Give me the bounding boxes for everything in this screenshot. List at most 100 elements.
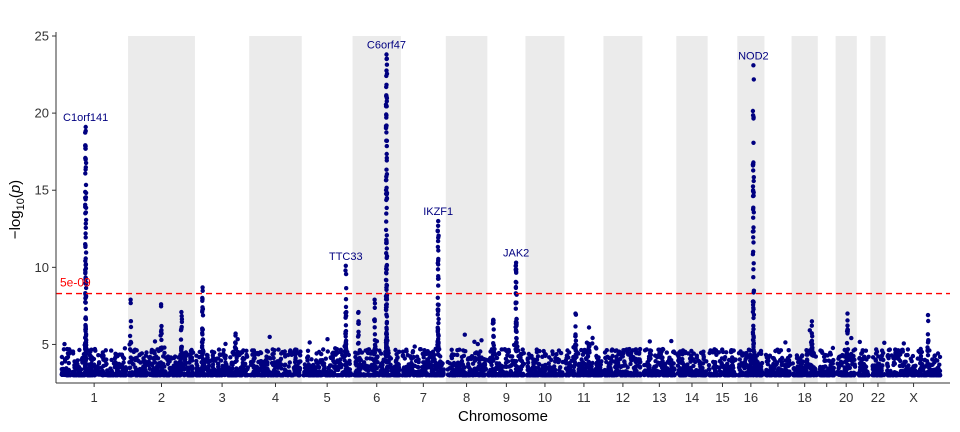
snp-point (826, 369, 832, 374)
snp-point (604, 348, 609, 353)
snp-point (461, 348, 466, 353)
snp-point (286, 364, 291, 369)
snp-point (137, 352, 142, 358)
snp-point (248, 372, 253, 378)
snp-point (82, 366, 88, 371)
snp-point (233, 341, 238, 346)
snp-point (473, 355, 478, 361)
snp-point (925, 348, 930, 353)
snp-point (383, 227, 389, 233)
snp-point (710, 372, 715, 378)
snp-point (166, 373, 171, 378)
snp-point (609, 357, 614, 362)
snp-point (200, 343, 205, 348)
snp-point (384, 267, 389, 272)
snp-point (298, 349, 303, 354)
snp-point (324, 370, 329, 375)
snp-point (590, 335, 595, 341)
snp-point (264, 354, 269, 359)
x-tick-label: 3 (218, 390, 225, 405)
snp-point (384, 174, 389, 179)
snp-point (374, 366, 379, 371)
snp-point (934, 368, 939, 373)
snp-point (211, 358, 216, 363)
snp-point (653, 359, 658, 364)
snp-point (356, 340, 361, 346)
snp-point (566, 355, 571, 360)
snp-point (149, 362, 155, 368)
snp-point (711, 359, 716, 365)
snp-peak-point (573, 311, 578, 316)
snp-point (491, 371, 497, 377)
snp-point (751, 315, 756, 321)
snp-point (746, 347, 752, 352)
snp-point (258, 350, 263, 355)
snp-point (647, 357, 652, 363)
snp-point (384, 56, 389, 62)
snp-point (260, 369, 266, 375)
snp-point (616, 372, 621, 377)
snp-point (421, 360, 426, 365)
snp-point (383, 340, 389, 345)
snp-point (751, 267, 756, 272)
snp-point (857, 356, 862, 361)
snp-point (610, 373, 615, 378)
snp-point (110, 373, 116, 378)
snp-point (685, 365, 690, 370)
snp-point (863, 364, 869, 369)
snp-point (926, 338, 931, 344)
snp-peak-point (513, 260, 519, 265)
snp-point (547, 355, 552, 360)
snp-point (803, 369, 809, 375)
snp-point (852, 364, 858, 369)
snp-point (343, 313, 349, 318)
snp-point (519, 364, 524, 369)
chromosome-band-18 (791, 36, 818, 383)
snp-point (309, 357, 314, 362)
snp-point (836, 366, 841, 371)
snp-point (514, 270, 519, 275)
snp-point (620, 371, 625, 376)
snp-point (167, 359, 172, 364)
snp-point (273, 364, 278, 370)
snp-point (809, 323, 814, 328)
snp-point (670, 368, 675, 373)
y-axis-title-prefix: −log (7, 210, 24, 239)
snp-point (642, 362, 647, 368)
snp-point (258, 359, 263, 364)
snp-point (158, 347, 163, 353)
snp-point (746, 365, 751, 371)
snp-point (778, 357, 783, 363)
snp-point (378, 351, 384, 356)
snp-point (384, 62, 390, 67)
snp-point (396, 367, 401, 373)
snp-point (96, 361, 102, 366)
snp-point (116, 365, 121, 370)
snp-point (153, 373, 158, 378)
snp-point (228, 355, 233, 360)
snp-point (472, 339, 477, 344)
snp-point (594, 346, 599, 351)
snp-point (209, 349, 215, 354)
snp-point (178, 368, 184, 373)
snp-point (435, 267, 441, 272)
snp-point (282, 349, 287, 354)
snp-point (353, 354, 358, 360)
snp-point (83, 322, 88, 328)
snp-point (828, 352, 833, 357)
snp-point (155, 356, 161, 361)
snp-point (537, 362, 542, 367)
snp-point (546, 361, 551, 366)
snp-point (844, 364, 850, 370)
snp-point (369, 366, 374, 371)
snp-point (925, 332, 931, 337)
snp-point (690, 373, 695, 378)
snp-point (932, 360, 937, 365)
snp-point (93, 348, 98, 353)
snp-point (355, 334, 361, 339)
snp-point (653, 364, 659, 369)
snp-point (197, 368, 202, 373)
snp-point (61, 347, 67, 352)
snp-point (437, 369, 442, 374)
